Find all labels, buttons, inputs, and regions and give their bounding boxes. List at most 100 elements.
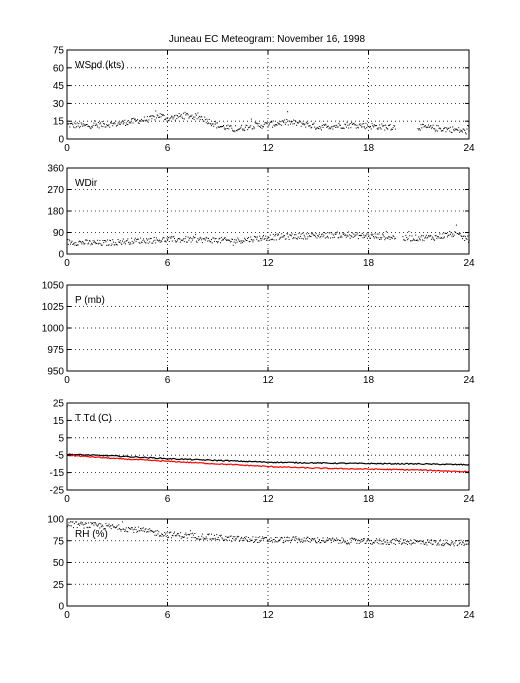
data-point xyxy=(421,234,423,236)
data-point xyxy=(196,118,198,120)
data-point xyxy=(109,126,111,128)
data-point xyxy=(450,232,452,234)
data-point xyxy=(88,522,90,524)
data-point xyxy=(385,541,387,543)
data-point xyxy=(308,541,310,542)
data-point xyxy=(168,536,169,538)
data-point xyxy=(397,540,399,541)
data-point xyxy=(386,539,388,541)
data-point xyxy=(434,239,436,241)
data-point xyxy=(427,539,429,541)
data-point xyxy=(330,126,332,128)
data-point xyxy=(278,540,279,542)
data-point xyxy=(280,121,282,123)
data-point xyxy=(273,538,275,540)
data-point xyxy=(272,541,273,543)
data-point xyxy=(85,522,87,524)
data-point xyxy=(327,237,329,239)
data-point xyxy=(285,238,287,240)
data-point xyxy=(112,125,114,127)
data-point xyxy=(302,232,304,234)
data-point xyxy=(186,537,188,539)
data-point xyxy=(357,238,359,240)
data-point xyxy=(294,537,296,539)
data-point xyxy=(123,529,125,531)
data-point xyxy=(265,122,267,124)
data-point xyxy=(450,131,452,133)
data-point xyxy=(394,238,396,240)
y-tick-label: 25 xyxy=(53,399,65,410)
data-point xyxy=(128,122,130,124)
data-point xyxy=(403,239,405,241)
data-point xyxy=(335,127,337,128)
x-tick-label: 6 xyxy=(165,375,171,386)
data-point xyxy=(383,538,385,540)
data-point xyxy=(228,239,230,241)
data-point xyxy=(100,122,102,124)
data-point xyxy=(296,238,298,240)
data-point xyxy=(142,119,144,121)
data-point xyxy=(208,534,209,536)
data-point xyxy=(153,116,155,118)
data-point xyxy=(314,234,316,236)
data-point xyxy=(130,122,132,124)
data-point xyxy=(341,127,343,129)
data-point xyxy=(443,237,445,239)
data-point xyxy=(256,123,258,125)
data-point xyxy=(76,122,78,124)
data-point xyxy=(453,130,455,132)
data-point xyxy=(124,241,126,243)
data-point xyxy=(285,539,287,541)
data-point xyxy=(185,236,187,238)
data-point xyxy=(134,237,136,239)
data-point xyxy=(117,528,119,530)
data-point xyxy=(225,535,227,537)
data-point xyxy=(232,244,234,246)
data-point xyxy=(115,120,117,122)
data-point xyxy=(356,542,358,544)
data-point xyxy=(266,123,268,125)
data-point xyxy=(204,538,206,540)
data-point xyxy=(365,122,367,124)
series-line xyxy=(66,453,470,466)
data-point xyxy=(219,237,221,239)
data-point xyxy=(367,124,368,126)
data-point xyxy=(73,122,75,124)
data-point xyxy=(110,121,112,123)
data-point xyxy=(410,240,412,242)
data-point xyxy=(184,111,186,113)
data-point xyxy=(457,130,459,131)
data-point xyxy=(449,231,451,232)
data-point xyxy=(258,542,260,543)
data-point xyxy=(384,541,386,543)
data-point xyxy=(299,120,301,122)
data-point xyxy=(351,537,353,539)
data-point xyxy=(351,123,353,125)
data-point xyxy=(429,235,431,237)
data-point xyxy=(284,123,286,125)
data-point xyxy=(146,116,148,118)
data-point xyxy=(159,535,160,537)
data-point xyxy=(212,237,214,239)
data-point xyxy=(342,541,344,543)
data-point xyxy=(456,129,458,131)
data-point xyxy=(429,539,431,541)
data-point xyxy=(461,543,463,545)
data-point xyxy=(298,121,300,123)
data-point xyxy=(312,538,313,540)
data-point xyxy=(432,543,434,545)
data-point xyxy=(137,238,139,240)
data-point xyxy=(458,127,460,129)
data-point xyxy=(221,126,223,127)
data-point xyxy=(409,235,411,237)
data-point xyxy=(293,123,295,125)
data-point xyxy=(238,240,240,242)
data-point xyxy=(333,540,335,542)
data-point xyxy=(307,536,309,538)
data-point xyxy=(125,240,127,242)
data-point xyxy=(238,540,240,542)
data-point xyxy=(435,540,437,542)
data-point xyxy=(406,236,408,238)
data-point xyxy=(292,238,294,240)
